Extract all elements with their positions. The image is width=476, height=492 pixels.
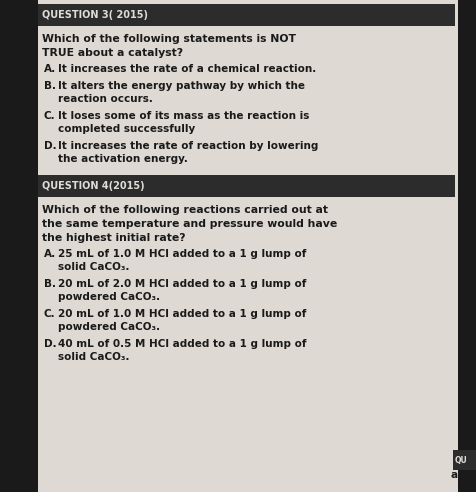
Text: D.: D. — [44, 141, 57, 151]
Text: 40 mL of 0.5 M HCl added to a 1 g lump of: 40 mL of 0.5 M HCl added to a 1 g lump o… — [58, 339, 307, 349]
Text: reaction occurs.: reaction occurs. — [58, 94, 153, 104]
Text: It loses some of its mass as the reaction is: It loses some of its mass as the reactio… — [58, 111, 309, 121]
Text: Which of the following statements is NOT: Which of the following statements is NOT — [42, 34, 296, 44]
Text: 20 mL of 1.0 M HCl added to a 1 g lump of: 20 mL of 1.0 M HCl added to a 1 g lump o… — [58, 309, 307, 319]
Text: solid CaCO₃.: solid CaCO₃. — [58, 262, 129, 272]
Bar — [38, 0, 458, 492]
Text: QUESTION 3( 2015): QUESTION 3( 2015) — [42, 10, 148, 20]
Text: A.: A. — [44, 249, 56, 259]
Text: B.: B. — [44, 279, 56, 289]
Text: solid CaCO₃.: solid CaCO₃. — [58, 352, 129, 362]
Text: C.: C. — [44, 111, 56, 121]
Text: It alters the energy pathway by which the: It alters the energy pathway by which th… — [58, 81, 305, 91]
Text: powdered CaCO₃.: powdered CaCO₃. — [58, 322, 160, 332]
Text: 20 mL of 2.0 M HCl added to a 1 g lump of: 20 mL of 2.0 M HCl added to a 1 g lump o… — [58, 279, 307, 289]
Text: A.: A. — [44, 64, 56, 74]
Text: D.: D. — [44, 339, 57, 349]
Text: B.: B. — [44, 81, 56, 91]
Bar — [38, 175, 455, 197]
Bar — [453, 450, 476, 470]
Text: the same temperature and pressure would have: the same temperature and pressure would … — [42, 219, 337, 229]
Text: C.: C. — [44, 309, 56, 319]
Text: TRUE about a catalyst?: TRUE about a catalyst? — [42, 48, 183, 58]
Text: a): a) — [450, 470, 462, 480]
Text: QUESTION 4(2015): QUESTION 4(2015) — [42, 181, 145, 191]
Text: Which of the following reactions carried out at: Which of the following reactions carried… — [42, 205, 328, 215]
Text: the highest initial rate?: the highest initial rate? — [42, 233, 186, 243]
Bar — [38, 4, 455, 26]
Text: the activation energy.: the activation energy. — [58, 154, 188, 164]
Bar — [455, 0, 476, 492]
Text: QU: QU — [455, 456, 468, 464]
Text: It increases the rate of reaction by lowering: It increases the rate of reaction by low… — [58, 141, 318, 151]
Text: completed successfully: completed successfully — [58, 124, 195, 134]
Text: powdered CaCO₃.: powdered CaCO₃. — [58, 292, 160, 302]
Text: 25 mL of 1.0 M HCl added to a 1 g lump of: 25 mL of 1.0 M HCl added to a 1 g lump o… — [58, 249, 307, 259]
Text: It increases the rate of a chemical reaction.: It increases the rate of a chemical reac… — [58, 64, 316, 74]
Bar — [0, 0, 38, 492]
